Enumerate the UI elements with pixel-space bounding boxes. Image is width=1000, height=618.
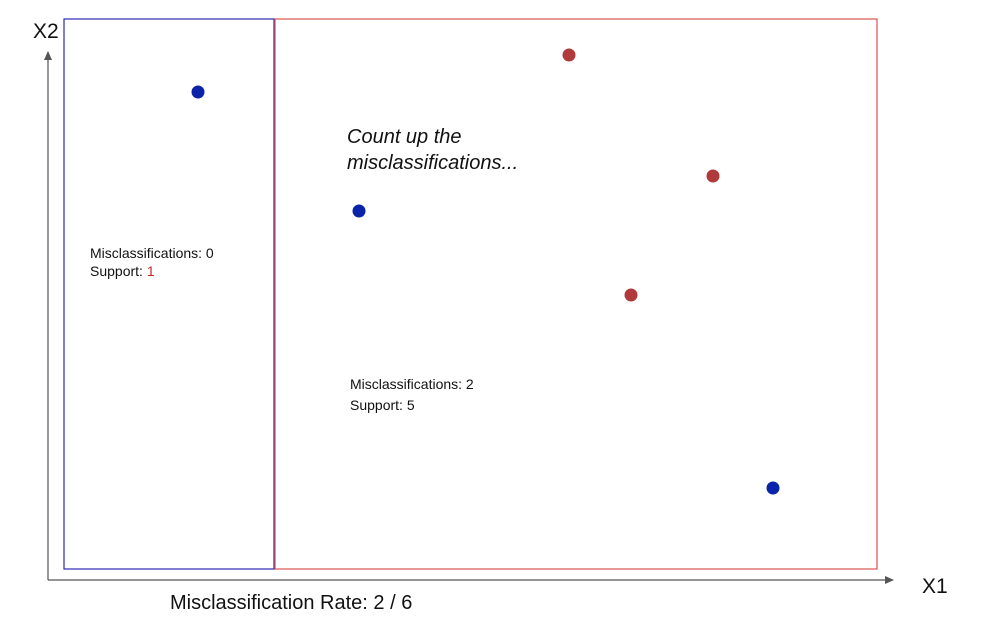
data-point-red	[562, 48, 576, 62]
left-region-support-value: 1	[147, 263, 155, 279]
data-point-red	[706, 169, 720, 183]
left-region-box	[63, 18, 275, 570]
data-point-blue	[191, 85, 205, 99]
x-axis-label: X1	[922, 575, 948, 598]
data-point-blue	[352, 204, 366, 218]
annotation-line-1: Count up the	[347, 126, 462, 148]
annotation-line-2: misclassifications...	[347, 152, 518, 174]
misclassification-rate: Misclassification Rate: 2 / 6	[170, 592, 412, 614]
right-region-support: Support: 5	[350, 397, 415, 413]
y-axis-label: X2	[33, 20, 59, 43]
left-region-support: Support: 1	[90, 263, 155, 279]
right-region-box	[274, 18, 878, 570]
data-point-blue	[766, 481, 780, 495]
right-region-misclassifications: Misclassifications: 2	[350, 376, 474, 392]
left-region-misclassifications: Misclassifications: 0	[90, 245, 214, 261]
left-region-support-label: Support:	[90, 263, 147, 279]
data-point-red	[624, 288, 638, 302]
